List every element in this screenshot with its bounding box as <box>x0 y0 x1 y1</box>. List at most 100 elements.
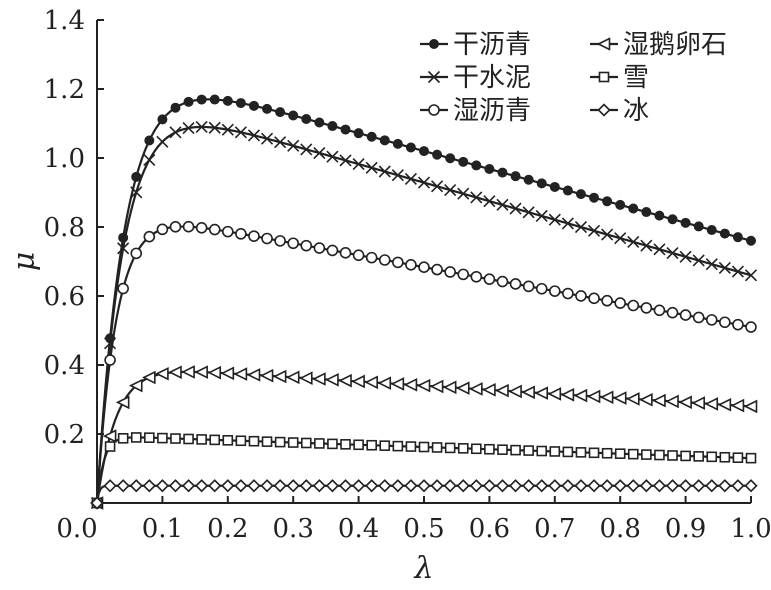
y-axis-title: μ <box>7 252 42 272</box>
data-point <box>508 384 522 399</box>
data-point <box>222 225 234 238</box>
x-tick-label: 0.7 <box>534 514 575 544</box>
data-point <box>535 209 548 223</box>
data-point <box>615 199 626 210</box>
data-point <box>469 382 483 396</box>
data-point <box>128 378 143 393</box>
data-point <box>131 171 142 182</box>
data-point <box>208 223 221 236</box>
data-point <box>262 103 273 114</box>
data-point <box>260 479 274 493</box>
data-point <box>287 139 300 152</box>
data-point <box>195 120 208 134</box>
data-point <box>693 221 704 232</box>
data-point <box>510 444 521 456</box>
data-point <box>170 433 181 444</box>
data-point <box>378 479 392 493</box>
data-point <box>652 393 666 408</box>
data-point <box>743 399 758 414</box>
legend-label: 干水泥 <box>453 63 531 93</box>
data-point <box>221 123 234 136</box>
data-point <box>586 389 601 404</box>
data-point <box>588 447 600 459</box>
data-point <box>667 450 678 461</box>
data-point <box>575 189 586 200</box>
data-point <box>194 365 208 379</box>
data-point <box>653 243 666 256</box>
data-point <box>418 441 430 453</box>
legend-label: 雪 <box>623 63 649 93</box>
data-point <box>130 432 142 443</box>
data-point <box>706 451 718 463</box>
data-point <box>143 230 156 243</box>
data-point <box>495 479 510 493</box>
data-point <box>654 210 665 221</box>
data-point <box>639 392 653 407</box>
data-point <box>680 217 691 228</box>
data-point <box>261 436 273 447</box>
data-point <box>116 479 130 493</box>
data-point <box>170 102 181 113</box>
series-layer <box>90 94 758 510</box>
data-point <box>679 309 692 321</box>
data-point <box>326 150 339 163</box>
data-point <box>246 368 261 382</box>
data-point <box>144 432 155 443</box>
data-point <box>90 496 104 510</box>
data-point <box>744 479 758 493</box>
data-point <box>510 171 521 182</box>
data-point <box>298 371 313 385</box>
data-point <box>207 365 222 380</box>
data-point <box>418 261 430 273</box>
data-point <box>731 265 744 278</box>
data-point <box>378 254 391 266</box>
y-tick-label: 1.2 <box>44 75 85 105</box>
data-point <box>560 387 575 402</box>
data-point <box>300 437 312 449</box>
data-point <box>445 153 456 164</box>
data-point <box>536 445 548 457</box>
data-point <box>325 373 339 387</box>
data-point <box>469 479 483 493</box>
legend-label: 湿沥青 <box>453 96 531 126</box>
data-point <box>353 439 364 451</box>
data-point <box>392 256 404 269</box>
data-point <box>508 479 523 493</box>
data-point <box>719 228 730 239</box>
data-point <box>379 440 391 451</box>
data-point <box>444 442 456 454</box>
legend-label: 冰 <box>623 96 649 126</box>
data-point <box>497 167 508 178</box>
data-point <box>627 448 639 460</box>
data-point <box>168 479 183 493</box>
data-point <box>509 202 522 215</box>
data-point <box>654 449 665 461</box>
data-point <box>680 450 691 462</box>
data-point <box>274 436 286 448</box>
data-point <box>523 445 534 456</box>
data-point <box>157 432 168 444</box>
data-point <box>313 146 326 160</box>
data-point <box>429 379 444 394</box>
data-point <box>535 282 548 295</box>
data-point <box>732 318 744 331</box>
legend-marker <box>597 103 611 117</box>
data-point <box>705 314 718 326</box>
series-5 <box>91 432 757 509</box>
data-point <box>523 174 534 185</box>
data-point <box>248 435 260 447</box>
data-point <box>144 135 155 146</box>
data-point <box>483 195 496 208</box>
data-point <box>653 304 666 317</box>
data-point <box>442 380 457 395</box>
data-point <box>732 232 743 243</box>
data-point <box>470 191 483 204</box>
data-point <box>536 178 547 189</box>
data-point <box>300 143 313 156</box>
data-point <box>666 246 679 260</box>
legend-marker <box>598 71 610 83</box>
data-point <box>601 447 613 459</box>
data-point <box>706 225 717 236</box>
data-point <box>575 447 587 458</box>
data-point <box>288 110 299 121</box>
